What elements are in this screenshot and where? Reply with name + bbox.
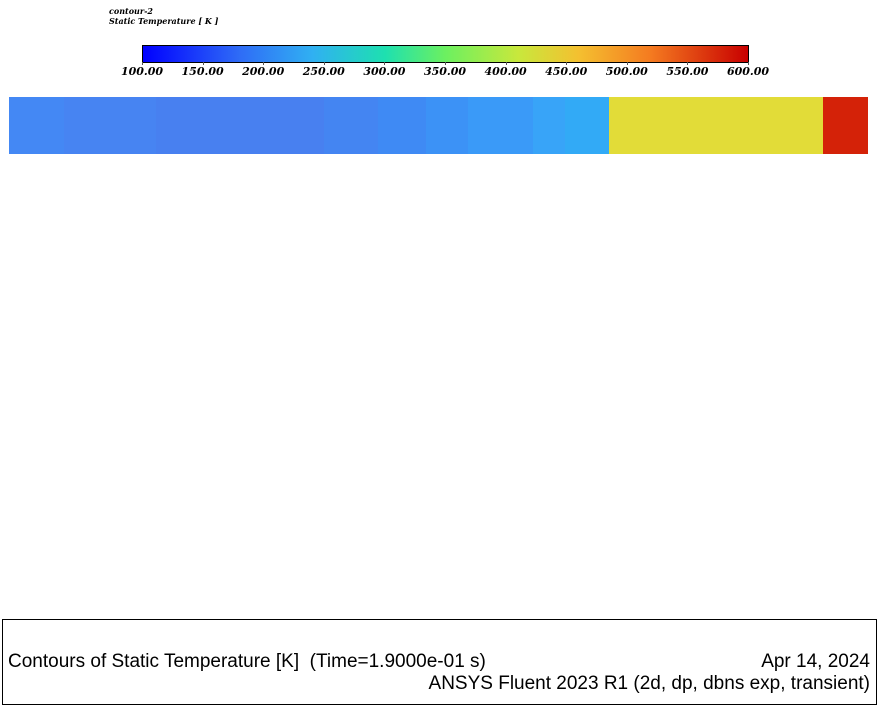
contour-name: contour-2 [109,6,153,16]
colorbar-tick-label: 550.00 [666,65,709,78]
contour-band [468,97,533,154]
contour-band [324,97,378,154]
colorbar-tick-mark [566,62,568,65]
colorbar-tick-mark [384,62,386,65]
colorbar-tick-mark [445,62,446,65]
variable-label: Static Temperature [ K ] [109,16,219,26]
colorbar-tick-mark [626,62,628,65]
contour-band [9,97,64,154]
colorbar-tick-mark [263,62,265,65]
footer-box: Contours of Static Temperature [K] (Time… [2,619,877,705]
colorbar-tick-mark [505,62,507,65]
colorbar-tick-label: 250.00 [302,65,345,78]
plot-title: Contours of Static Temperature [K] (Time… [8,651,486,672]
contour-band [426,97,468,154]
colorbar-tick-label: 600.00 [726,65,770,78]
colorbar-tick-label: 200.00 [242,65,285,78]
contour-band [64,97,156,154]
colorbar-tick-label: 450.00 [545,65,588,78]
colorbar-tick-label: 500.00 [605,65,648,78]
colorbar-tick-label: 100.00 [120,65,164,78]
temperature-contour-domain [9,97,868,154]
contour-band [533,97,565,154]
contour-band [609,97,823,154]
contour-band [378,97,426,154]
contour-band [565,97,609,154]
contour-band [156,97,324,154]
plot-date: Apr 14, 2024 [761,651,870,672]
contour-band [823,97,868,154]
colorbar [142,45,749,63]
colorbar-tick-mark [202,62,204,65]
colorbar-tick-label: 150.00 [181,65,224,78]
colorbar-tick-mark [142,62,143,65]
colorbar-tick-label: 400.00 [484,65,527,78]
colorbar-tick-mark [687,62,689,65]
solver-info: ANSYS Fluent 2023 R1 (2d, dp, dbns exp, … [428,673,870,694]
colorbar-tick-mark [323,62,325,65]
colorbar-tick-label: 300.00 [363,65,406,78]
colorbar-tick-label: 350.00 [423,65,467,78]
colorbar-tick-mark [748,62,749,65]
